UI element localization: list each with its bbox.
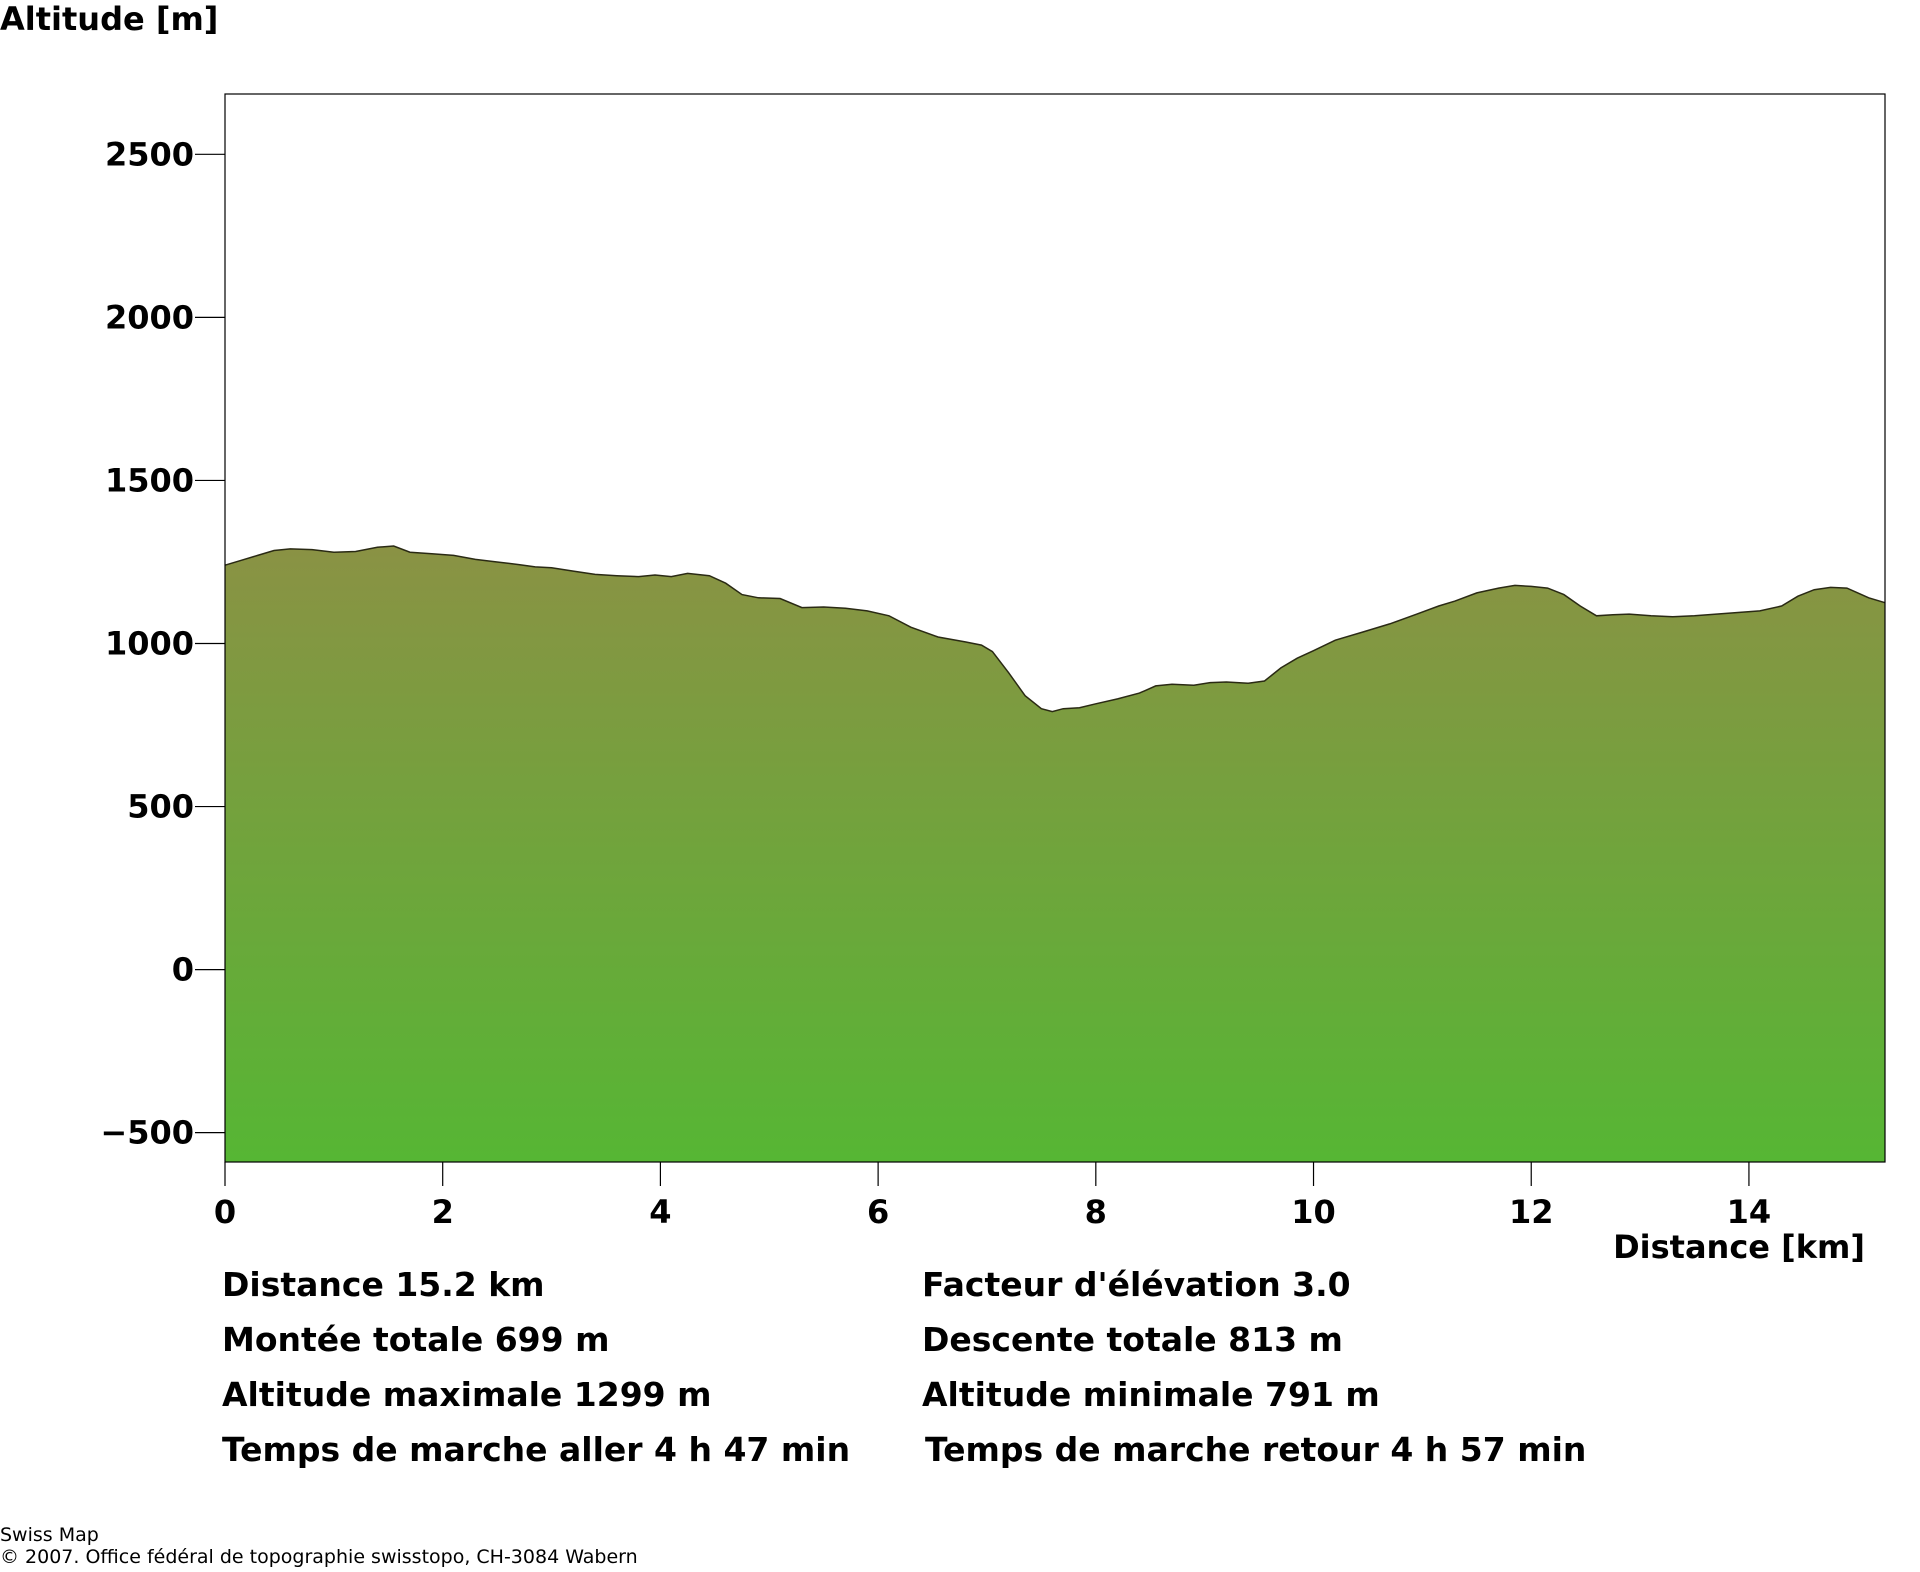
stat-max-altitude: Altitude maximale 1299 m <box>222 1375 712 1414</box>
elevation-profile-chart: −500 0 500 1000 1500 2000 2500 0 2 4 6 8 10 12 14 <box>100 93 1886 1231</box>
footer-product: Swiss Map <box>0 1524 99 1546</box>
x-tick-label: 12 <box>1509 1193 1554 1231</box>
y-tick-label: 1500 <box>105 461 194 499</box>
x-tick-label: 10 <box>1291 1193 1336 1231</box>
x-axis-title: Distance [km] <box>1613 1228 1865 1266</box>
y-tick-label: 2000 <box>105 298 194 336</box>
elevation-area <box>225 546 1885 1162</box>
x-tick-label: 14 <box>1727 1193 1772 1231</box>
plot-frame <box>224 93 1886 1163</box>
stat-min-altitude: Altitude minimale 791 m <box>922 1375 1380 1414</box>
stat-total-ascent: Montée totale 699 m <box>222 1320 610 1359</box>
y-tick-label: 2500 <box>105 135 194 173</box>
y-tick-label: 0 <box>172 951 194 989</box>
x-tick-label: 4 <box>649 1193 671 1231</box>
y-tick-label: 1000 <box>105 624 194 662</box>
stat-walk-time-return: Temps de marche retour 4 h 57 min <box>925 1430 1587 1469</box>
x-tick-label: 2 <box>432 1193 454 1231</box>
elevation-line <box>224 545 1886 713</box>
x-tick-label: 0 <box>214 1193 236 1231</box>
footer-copyright: © 2007. Office fédéral de topographie sw… <box>0 1546 638 1568</box>
x-tick-label: 6 <box>867 1193 889 1231</box>
y-tick-label: −500 <box>100 1114 194 1152</box>
stat-walk-time-out: Temps de marche aller 4 h 47 min <box>222 1430 851 1469</box>
y-tick-label: 500 <box>127 788 194 826</box>
stat-total-descent: Descente totale 813 m <box>922 1320 1343 1359</box>
y-axis-title: Altitude [m] <box>0 0 219 38</box>
stat-elevation-factor: Facteur d'élévation 3.0 <box>922 1265 1351 1304</box>
stat-distance: Distance 15.2 km <box>222 1265 545 1304</box>
x-tick-label: 8 <box>1085 1193 1107 1231</box>
